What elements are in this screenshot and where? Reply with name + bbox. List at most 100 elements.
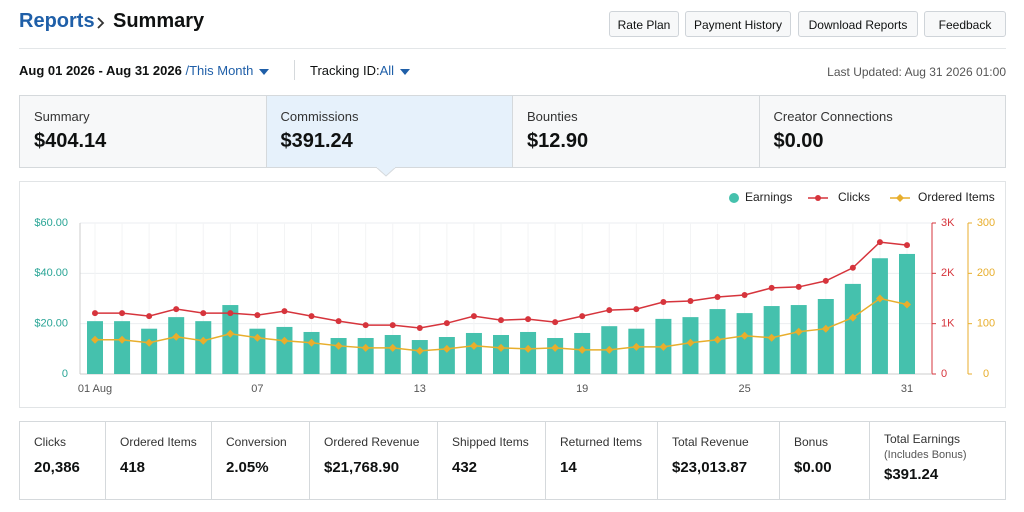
tracking-filter[interactable]: Tracking ID:All	[310, 63, 411, 78]
marker	[173, 306, 180, 313]
stat-label: Bonus	[794, 435, 829, 449]
tab[interactable]: Summary $404.14	[20, 96, 267, 167]
legend-swatch	[815, 195, 821, 201]
tab-label: Summary	[34, 109, 90, 124]
chart-panel	[19, 181, 1006, 408]
marker	[795, 283, 802, 290]
divider	[19, 48, 1006, 49]
bar	[628, 328, 645, 374]
marker	[525, 316, 532, 323]
stat-label: Ordered Items	[120, 435, 197, 449]
bar	[844, 283, 861, 374]
marker	[714, 293, 721, 300]
date-range: Aug 01 2026 - Aug 31 2026	[19, 63, 182, 78]
bar	[438, 337, 455, 374]
marker	[497, 343, 505, 352]
stat-label: Clicks	[34, 435, 66, 449]
legend-label: Clicks	[838, 190, 870, 204]
x-tick-label: 01 Aug	[78, 383, 112, 395]
marker	[498, 317, 504, 324]
bar	[384, 334, 401, 374]
marker	[741, 291, 748, 298]
stat-value: $21,768.90	[324, 459, 400, 476]
marker	[443, 320, 450, 327]
marker	[551, 343, 560, 352]
button[interactable]: Feedback	[924, 11, 1006, 37]
marker	[605, 345, 614, 354]
tabs: Summary $404.14 Commissions $391.24 Bounti…	[19, 95, 1006, 168]
marker	[904, 242, 910, 249]
marker	[281, 308, 288, 315]
marker	[552, 319, 559, 326]
bar	[168, 317, 185, 374]
stat-value: 2.05%	[226, 459, 269, 476]
marker	[119, 310, 126, 317]
marker	[524, 344, 533, 353]
x-tick-label: 13	[414, 383, 426, 395]
page-title: Summary	[113, 10, 205, 32]
y3-tick-label: 100	[977, 318, 995, 330]
last-updated: Last Updated: Aug 31 2026 01:00	[827, 65, 1006, 79]
marker	[713, 335, 722, 344]
tab[interactable]: Commissions $391.24	[266, 96, 513, 167]
tab[interactable]: Bounties $12.90	[513, 96, 760, 167]
stat-label: Total Earnings	[884, 432, 961, 446]
bar	[465, 332, 482, 374]
stat-label: Ordered Revenue	[324, 435, 420, 449]
bar	[114, 321, 131, 374]
marker	[740, 331, 749, 340]
x-tick-label: 07	[251, 383, 263, 395]
stat: Total Revenue $23,013.87	[658, 422, 780, 499]
bar	[222, 305, 239, 374]
marker	[578, 345, 587, 354]
marker	[334, 341, 343, 350]
tab-value: $391.24	[280, 130, 353, 152]
bar	[411, 340, 428, 374]
bar	[276, 326, 293, 374]
bar	[817, 299, 834, 374]
marker	[307, 338, 316, 347]
tab-pointer	[376, 167, 396, 177]
stat-sublabel: (Includes Bonus)	[884, 449, 967, 461]
legend-swatch	[729, 193, 739, 203]
marker	[687, 298, 694, 305]
tab-value: $12.90	[527, 130, 589, 152]
y2-tick-label: 3K	[941, 217, 955, 229]
button[interactable]: Payment History	[685, 11, 791, 37]
stat: Ordered Items 418	[106, 422, 212, 499]
stats: Clicks 20,386 Ordered Items 418 Conversion…	[19, 421, 1006, 500]
bar	[249, 328, 266, 374]
x-tick-label: 19	[576, 383, 588, 395]
marker	[226, 329, 235, 338]
button[interactable]: Download Reports	[798, 11, 918, 37]
bar	[871, 258, 888, 374]
y3-tick-label: 300	[977, 217, 995, 229]
marker	[172, 332, 181, 341]
marker	[442, 344, 451, 353]
marker	[875, 294, 884, 303]
button[interactable]: Rate Plan	[609, 11, 679, 37]
stat-label: Shipped Items	[452, 435, 529, 449]
legend-swatch	[896, 194, 904, 202]
y2-tick-label: 1K	[941, 318, 955, 330]
bar	[736, 313, 753, 374]
tab-label: Creator Connections	[773, 109, 893, 124]
y2-tick-label: 2K	[941, 267, 955, 279]
marker	[768, 284, 775, 291]
tab-value: $0.00	[773, 130, 824, 152]
stat-value: 20,386	[34, 459, 80, 476]
tracking-value: All	[379, 63, 395, 78]
marker	[199, 336, 208, 345]
chevron-icon	[97, 17, 105, 29]
marker	[227, 310, 234, 317]
bar	[195, 321, 212, 374]
y2-tick-label: 0	[941, 368, 947, 380]
stat-value: 432	[452, 459, 478, 476]
date-filter[interactable]: Aug 01 2026 - Aug 31 2026 /This Month	[19, 63, 270, 78]
marker	[767, 333, 776, 342]
tab[interactable]: Creator Connections $0.00	[760, 96, 1006, 167]
breadcrumb[interactable]: Reports	[19, 10, 95, 32]
marker	[335, 318, 342, 325]
y-tick-label: $40.00	[34, 267, 68, 279]
